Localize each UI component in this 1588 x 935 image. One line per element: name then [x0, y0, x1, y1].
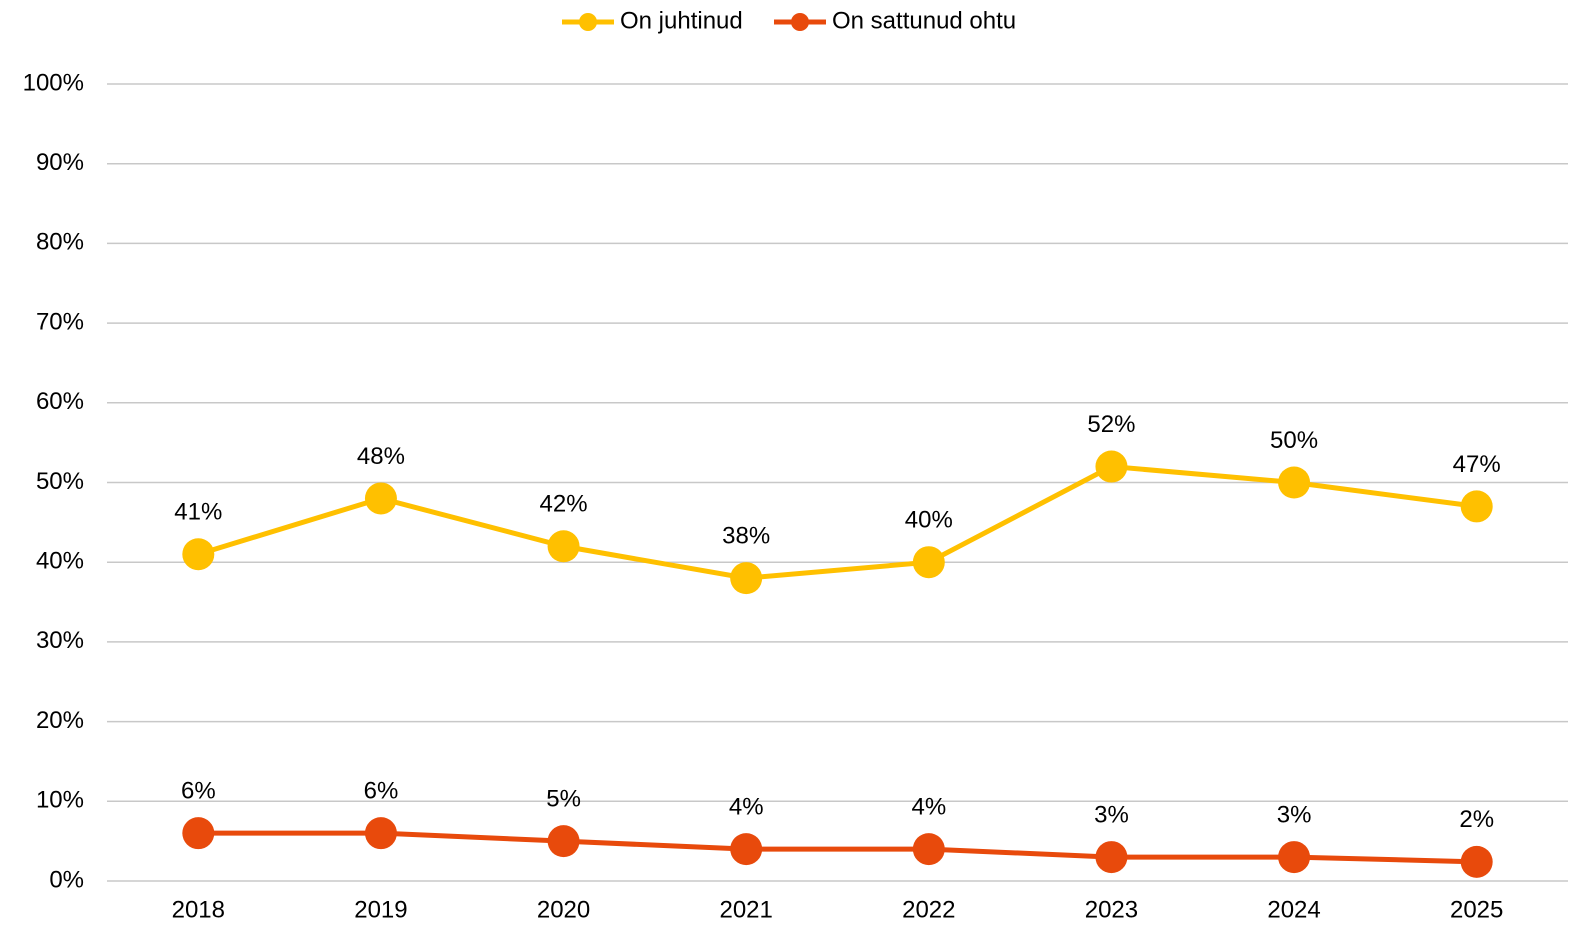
data-label: 42%	[540, 491, 588, 518]
data-label: 38%	[722, 522, 770, 549]
point	[1095, 841, 1128, 874]
y-tick-label: 10%	[36, 787, 84, 814]
point	[364, 817, 397, 850]
x-tick-label: 2023	[1085, 896, 1138, 923]
y-tick-label: 30%	[36, 627, 84, 654]
x-tick-label: 2018	[172, 896, 225, 923]
y-tick-label: 70%	[36, 308, 84, 335]
data-label: 4%	[911, 793, 946, 820]
x-tick-label: 2019	[354, 896, 407, 923]
y-tick-label: 100%	[23, 69, 84, 96]
y-tick-label: 40%	[36, 548, 84, 575]
point	[1095, 450, 1128, 483]
y-tick-label: 0%	[49, 866, 84, 893]
data-label: 41%	[174, 499, 222, 526]
point	[182, 817, 215, 850]
data-label: 47%	[1453, 451, 1501, 478]
data-label: 4%	[729, 793, 764, 820]
point	[1278, 841, 1311, 874]
point	[912, 546, 945, 579]
point	[730, 562, 763, 595]
y-tick-label: 60%	[36, 388, 84, 415]
point	[1460, 490, 1493, 523]
x-tick-label: 2022	[902, 896, 955, 923]
point	[364, 482, 397, 515]
data-label: 50%	[1270, 427, 1318, 454]
data-label: 6%	[181, 778, 216, 805]
x-tick-label: 2021	[719, 896, 772, 923]
legend-label: On juhtinud	[620, 7, 743, 34]
data-label: 5%	[546, 785, 581, 812]
series-line	[197, 464, 1478, 581]
data-label: 3%	[1094, 801, 1129, 828]
legend-marker	[791, 13, 809, 31]
point	[182, 538, 215, 571]
point	[730, 833, 763, 866]
point	[1460, 845, 1493, 878]
data-label: 6%	[364, 778, 399, 805]
data-label: 40%	[905, 507, 953, 534]
point	[547, 825, 580, 858]
legend-marker	[579, 13, 597, 31]
series-line	[198, 830, 1477, 865]
data-label: 48%	[357, 443, 405, 470]
x-tick-label: 2025	[1450, 896, 1503, 923]
y-tick-label: 50%	[36, 468, 84, 495]
y-tick-label: 20%	[36, 707, 84, 734]
point	[1278, 466, 1311, 499]
y-tick-label: 90%	[36, 149, 84, 176]
data-label: 3%	[1277, 801, 1312, 828]
point	[912, 833, 945, 866]
legend-label: On sattunud ohtu	[832, 7, 1016, 34]
point	[547, 530, 580, 563]
y-tick-label: 80%	[36, 229, 84, 256]
x-tick-label: 2024	[1267, 896, 1320, 923]
data-label: 2%	[1459, 806, 1494, 833]
data-label: 52%	[1087, 411, 1135, 438]
x-tick-label: 2020	[537, 896, 590, 923]
